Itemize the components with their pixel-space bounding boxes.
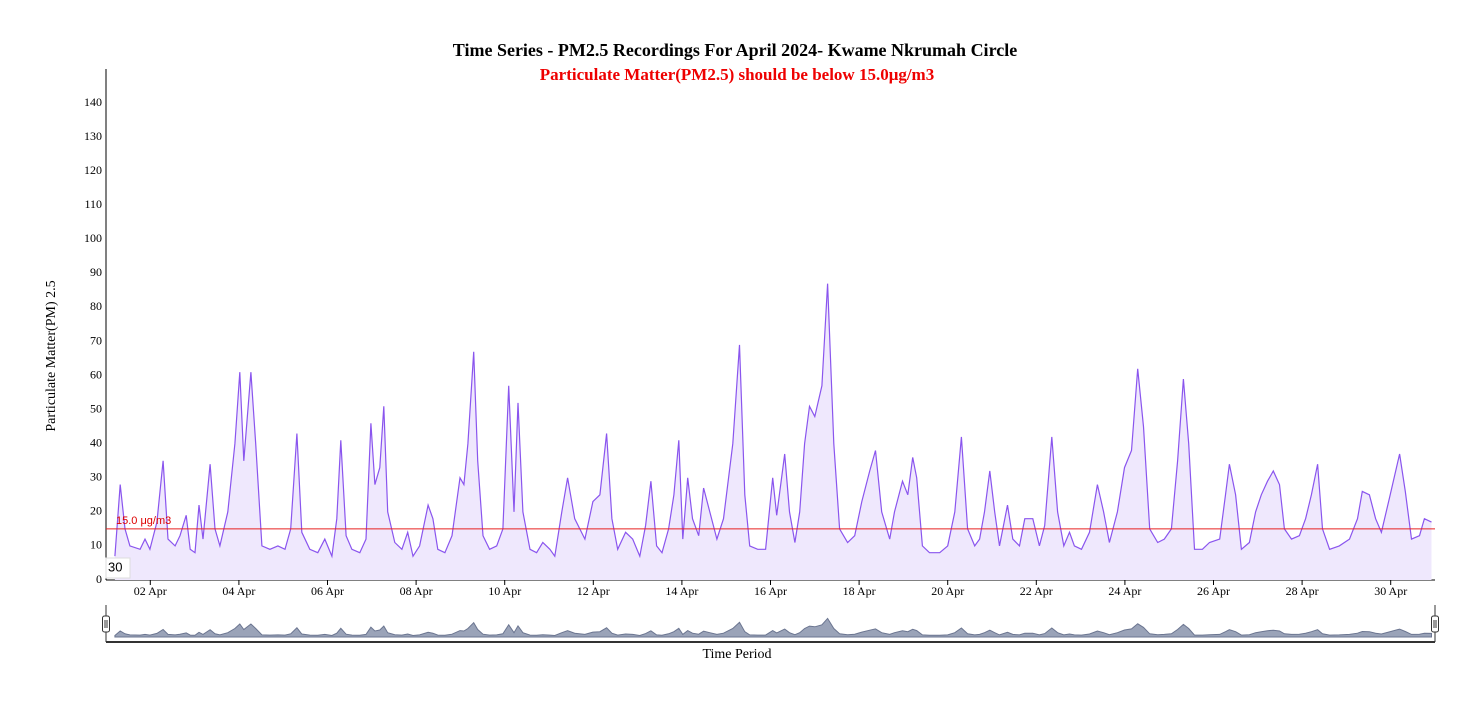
y-tick-label: 50 bbox=[90, 401, 102, 415]
y-tick-label: 110 bbox=[84, 197, 102, 211]
x-tick-label: 30 Apr bbox=[1374, 584, 1407, 598]
y-tick-label: 90 bbox=[90, 265, 102, 279]
x-tick-label: 10 Apr bbox=[488, 584, 521, 598]
y-tick-label: 120 bbox=[84, 163, 102, 177]
x-tick-label: 14 Apr bbox=[665, 584, 698, 598]
y-tick-label: 130 bbox=[84, 129, 102, 143]
x-tick-label: 02 Apr bbox=[134, 584, 167, 598]
x-tick-label: 16 Apr bbox=[754, 584, 787, 598]
chart-subtitle: Particulate Matter(PM2.5) should be belo… bbox=[540, 65, 934, 84]
navigator-area bbox=[114, 617, 1432, 638]
y-tick-label: 30 bbox=[90, 470, 102, 484]
navigator-handle[interactable] bbox=[102, 615, 110, 633]
y-tick-label: 60 bbox=[90, 367, 102, 381]
x-tick-label: 22 Apr bbox=[1020, 584, 1053, 598]
x-tick-label: 04 Apr bbox=[222, 584, 255, 598]
x-tick-label: 24 Apr bbox=[1108, 584, 1141, 598]
y-tick-label: 100 bbox=[84, 231, 102, 245]
y-tick-label: 40 bbox=[90, 435, 102, 449]
y-axis-label: Particulate Matter(PM) 2.5 bbox=[44, 280, 59, 431]
x-tick-label: 28 Apr bbox=[1286, 584, 1319, 598]
x-tick-label: 26 Apr bbox=[1197, 584, 1230, 598]
area-fill bbox=[114, 283, 1432, 580]
x-tick-label: 06 Apr bbox=[311, 584, 344, 598]
line bbox=[114, 283, 1432, 559]
y-tick-label: 20 bbox=[90, 504, 102, 518]
chart-title: Time Series - PM2.5 Recordings For April… bbox=[453, 40, 1017, 60]
x-tick-label: 12 Apr bbox=[577, 584, 610, 598]
navigator-handle[interactable] bbox=[1431, 615, 1439, 633]
y-tick-label: 70 bbox=[90, 333, 102, 347]
plot-area: 0 10 20 30 40 50 60 70 80 90 100 110 120 130 140 02 Apr… bbox=[84, 69, 1435, 598]
navigator[interactable] bbox=[102, 605, 1439, 643]
x-axis-label: Time Period bbox=[702, 647, 771, 662]
annotation-box bbox=[105, 557, 131, 579]
threshold-label: 15.0 μg/m3 bbox=[116, 515, 171, 527]
y-tick-label: 0 bbox=[96, 572, 102, 586]
annotation: 30 bbox=[108, 559, 122, 574]
y-tick-label: 140 bbox=[84, 95, 102, 109]
y-tick-label: 80 bbox=[90, 299, 102, 313]
x-tick-label: 20 Apr bbox=[931, 584, 964, 598]
y-tick-label: 10 bbox=[90, 538, 102, 552]
x-tick-label: 08 Apr bbox=[400, 584, 433, 598]
x-tick-label: 18 Apr bbox=[843, 584, 876, 598]
